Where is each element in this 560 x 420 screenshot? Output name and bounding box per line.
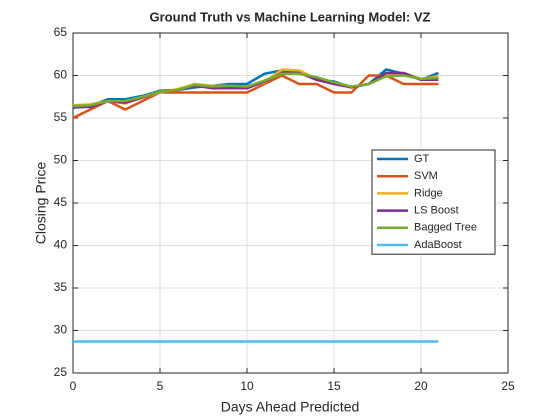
x-tick-label: 5 (157, 379, 164, 393)
legend-box (371, 149, 496, 255)
legend-label: AdaBoost (414, 239, 462, 251)
legend-label: SVM (414, 170, 438, 182)
y-tick-label: 35 (54, 280, 68, 294)
x-tick-label: 20 (414, 379, 428, 393)
y-axis-label: Closing Price (33, 162, 49, 245)
x-tick-label: 25 (501, 379, 515, 393)
legend-label: GT (414, 153, 430, 165)
y-tick-label: 45 (54, 195, 68, 209)
y-tick-label: 25 (54, 365, 68, 379)
legend-label: Bagged Tree (414, 222, 477, 234)
y-tick-label: 55 (54, 110, 68, 124)
legend-label: LS Boost (414, 205, 459, 217)
plot-frame (72, 32, 509, 374)
x-tick-label: 0 (70, 379, 77, 393)
y-tick-label: 30 (54, 323, 68, 337)
chart-title: Ground Truth vs Machine Learning Model: … (150, 9, 431, 24)
y-tick-label: 40 (54, 238, 68, 252)
legend-label: Ridge (414, 187, 443, 199)
x-tick-label: 15 (327, 379, 341, 393)
y-tick-label: 65 (54, 25, 68, 39)
y-tick-label: 50 (54, 153, 68, 167)
x-axis-label: Days Ahead Predicted (221, 399, 360, 415)
x-tick-label: 10 (240, 379, 254, 393)
data-line (72, 72, 439, 108)
data-line (72, 74, 439, 120)
y-tick-label: 60 (54, 68, 68, 82)
